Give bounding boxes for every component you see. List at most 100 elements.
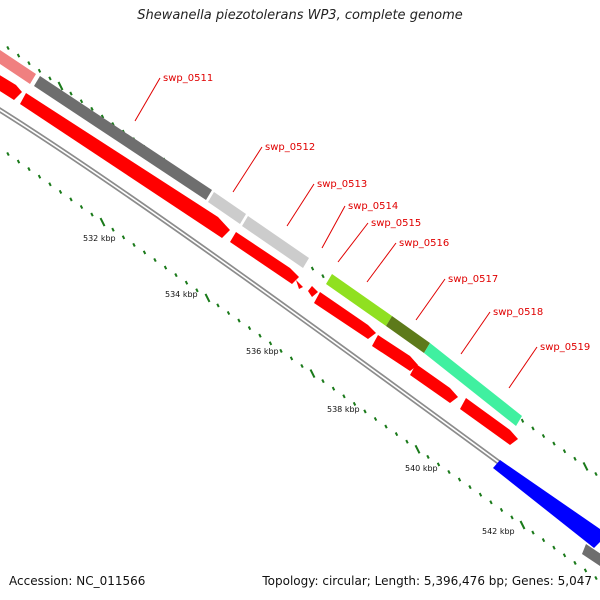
minor-tick-mark <box>79 204 84 210</box>
gene-arrow-swp_0512 <box>230 232 299 284</box>
minor-tick-mark <box>216 303 220 308</box>
minor-tick-mark <box>90 212 94 217</box>
minor-tick-mark <box>499 507 504 512</box>
minor-tick-mark <box>510 515 514 520</box>
scale-label: 534 kbp <box>165 290 198 299</box>
scale-label: 542 kbp <box>482 527 515 536</box>
minor-tick-mark <box>237 318 241 323</box>
leader-swp_0517 <box>415 278 446 321</box>
minor-tick-mark <box>468 485 472 490</box>
minor-tick-mark <box>16 53 21 58</box>
minor-tick-mark <box>6 151 10 157</box>
minor-tick-mark <box>48 182 52 187</box>
gene-label: swp_0515 <box>371 218 421 229</box>
minor-tick-mark <box>37 174 42 179</box>
gene-label: swp_0518 <box>493 307 543 318</box>
minor-tick-mark <box>573 560 577 565</box>
minor-tick-mark <box>121 235 126 240</box>
minor-tick-mark <box>531 426 535 431</box>
label-leaders <box>134 77 538 389</box>
reverse-strand-genes <box>493 460 600 548</box>
minor-tick-mark <box>289 356 294 361</box>
gene-labels: swp_0511 swp_0512 swp_0513 swp_0514 swp_… <box>163 73 590 353</box>
map-title: Shewanella piezotolerans WP3, complete g… <box>137 8 463 23</box>
gene-arrow-reverse <box>493 460 600 548</box>
minor-tick-mark <box>531 530 535 535</box>
accession-text: Accession: NC_011566 <box>9 574 146 588</box>
cog-band-aquamarine <box>424 343 522 426</box>
scale-label: 538 kbp <box>327 405 360 414</box>
minor-tick-mark <box>457 477 462 482</box>
minor-tick-mark <box>552 441 556 446</box>
gene-label: swp_0512 <box>265 142 315 153</box>
minor-tick-mark <box>573 456 577 461</box>
minor-tick-mark <box>562 553 567 558</box>
minor-tick-mark <box>132 242 136 247</box>
minor-tick-mark <box>27 61 31 66</box>
leader-swp_0512 <box>232 146 263 193</box>
minor-tick-mark <box>27 167 31 172</box>
leader-swp_0511 <box>134 77 161 122</box>
minor-tick-mark <box>394 432 399 437</box>
gene-arrow-swp_0514 <box>308 286 318 297</box>
minor-tick-mark <box>384 424 388 429</box>
minor-tick-mark <box>310 266 315 271</box>
leader-swp_0514 <box>321 205 346 249</box>
gene-arrow-swp_0518 <box>460 398 518 445</box>
minor-tick-mark <box>268 341 273 346</box>
minor-tick-mark <box>321 379 325 384</box>
cog-band-dark-gray-end <box>582 544 600 566</box>
minor-tick-mark <box>16 159 21 164</box>
minor-tick-mark <box>352 401 357 406</box>
minor-tick-mark <box>583 568 588 573</box>
minor-tick-mark <box>69 197 73 202</box>
cog-track <box>0 50 600 566</box>
gene-label: swp_0511 <box>163 73 213 84</box>
leader-swp_0518 <box>460 311 491 355</box>
minor-tick-mark <box>69 91 73 96</box>
minor-tick-mark <box>373 416 378 422</box>
minor-tick-mark <box>247 326 252 331</box>
minor-tick-mark <box>562 449 567 454</box>
gene-label: swp_0514 <box>348 201 398 212</box>
gene-arrow-swp_0517 <box>410 364 458 403</box>
cog-band-yellow-green <box>326 274 392 326</box>
minor-tick-mark <box>279 348 283 353</box>
minor-tick-mark <box>363 409 367 414</box>
leader-swp_0516 <box>366 242 397 283</box>
minor-tick-mark <box>342 394 346 399</box>
leader-swp_0519 <box>508 346 538 389</box>
minor-tick-mark <box>6 45 10 51</box>
cog-band-light-gray-a <box>208 192 246 224</box>
minor-tick-mark <box>142 250 147 255</box>
minor-tick-mark <box>184 280 189 285</box>
leader-swp_0515 <box>337 222 369 263</box>
genome-info-text: Topology: circular; Length: 5,396,476 bp… <box>262 574 592 588</box>
minor-tick-mark <box>195 288 199 293</box>
minor-tick-mark <box>405 439 409 444</box>
minor-tick-mark <box>37 68 42 73</box>
minor-tick-mark <box>90 106 94 111</box>
gene-arrow-swp_0513 <box>296 280 303 289</box>
gene-label: swp_0519 <box>540 342 590 353</box>
scale-label: 532 kbp <box>83 234 116 243</box>
scale-label: 540 kbp <box>405 464 438 473</box>
major-tick-mark <box>582 461 589 471</box>
minor-tick-mark <box>541 433 546 439</box>
major-tick-mark <box>204 293 211 303</box>
minor-tick-mark <box>79 99 84 104</box>
gene-arrow-swp_0511 <box>20 93 230 238</box>
minor-tick-mark <box>489 500 493 505</box>
minor-tick-mark <box>331 386 336 391</box>
forward-strand-genes <box>0 75 518 445</box>
cog-band-dark-gray <box>34 76 212 200</box>
scale-labels: 532 kbp 534 kbp 536 kbp 538 kbp 540 kbp … <box>83 234 515 536</box>
gene-arrow-swp_0516 <box>372 335 418 371</box>
minor-tick-mark <box>174 273 178 278</box>
cog-band-olive <box>386 316 430 353</box>
minor-tick-mark <box>226 310 231 316</box>
backbone-inner <box>0 109 600 538</box>
minor-tick-mark <box>48 76 52 81</box>
minor-tick-mark <box>447 469 451 475</box>
